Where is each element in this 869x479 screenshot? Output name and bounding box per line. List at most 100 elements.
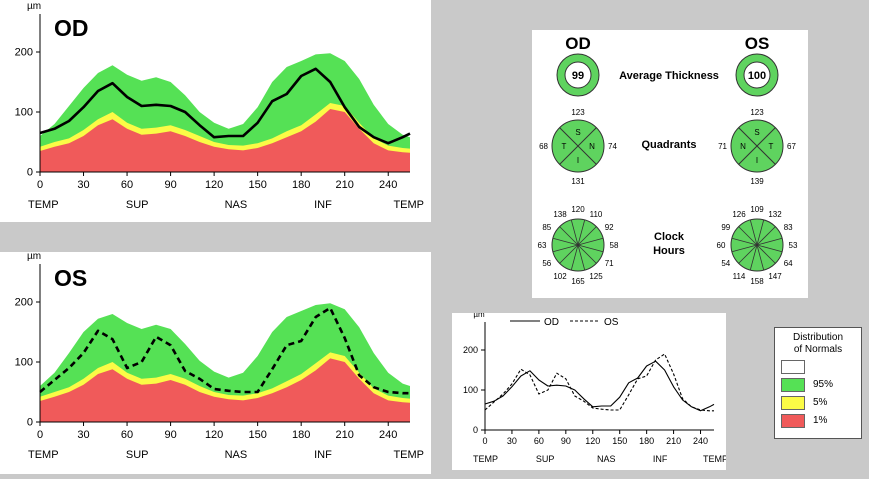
compare-chart: OD OS 0 100 200 0 30 60 90 120 150 180 210 240 TEMP SUP… <box>463 310 728 464</box>
clock-divider <box>552 237 579 246</box>
region-label: INF <box>314 199 332 211</box>
clock-divider <box>756 244 765 271</box>
region-label: TEMP <box>703 454 726 464</box>
region-label: INF <box>314 449 332 461</box>
legend-swatch-red <box>781 414 805 428</box>
clock-hour-value: 138 <box>553 210 567 219</box>
legend-swatch-yellow <box>781 396 805 410</box>
od-chart: 0 100 200 0 30 60 90 120 150 180 210 240 TEMP SUP NAS I… <box>15 1 424 211</box>
region-label: TEMP <box>393 449 424 461</box>
x-tick-label: 0 <box>37 179 43 191</box>
clock-hour-value: 60 <box>717 241 726 250</box>
clock-divider <box>731 244 758 253</box>
od-thickness-line <box>39 67 411 145</box>
legend-os-label: OS <box>604 317 619 328</box>
clock-divider <box>577 244 604 253</box>
clock-hour-value: 126 <box>732 210 746 219</box>
distribution-legend: Distribution of Normals 95% 5% 1% <box>774 327 862 439</box>
os-chart-panel: 0 100 200 0 30 60 90 120 150 180 210 240 TEMP SUP NAS I… <box>0 251 431 474</box>
quadrant-letter-right: N <box>589 142 595 151</box>
legend-row-1: 1% <box>781 414 861 428</box>
y-axis-unit: µm <box>27 252 41 262</box>
region-label: NAS <box>225 449 248 461</box>
clock-divider <box>570 219 579 246</box>
clock-divider <box>577 226 597 246</box>
clock-divider <box>756 237 783 246</box>
y-tick-label: 100 <box>463 385 478 395</box>
x-tick-label: 120 <box>585 436 600 446</box>
clock-hours-label-2: Hours <box>653 245 685 257</box>
x-tick-label: 180 <box>292 179 310 191</box>
clock-divider <box>756 226 776 246</box>
x-tick-label: 180 <box>639 436 654 446</box>
eye-title: OS <box>54 265 87 291</box>
x-tick-label: 210 <box>336 429 354 441</box>
od-chart-panel: 0 100 200 0 30 60 90 120 150 180 210 240 TEMP SUP NAS I… <box>0 0 431 222</box>
clock-hour-value: 132 <box>768 210 782 219</box>
compare-chart-panel: OD OS 0 100 200 0 30 60 90 120 150 180 210 240 TEMP SUP… <box>452 310 728 470</box>
clock-hour-value: 109 <box>750 205 764 214</box>
x-tick-label: 240 <box>379 429 397 441</box>
y-tick-label: 0 <box>27 167 33 179</box>
quadrant-value-bottom: 139 <box>750 177 764 186</box>
x-tick-label: 30 <box>507 436 517 446</box>
quadrant-letter-top: S <box>754 128 759 137</box>
clock-divider <box>577 219 586 246</box>
legend-row-95: 95% <box>781 378 861 392</box>
y-tick-label: 100 <box>15 357 33 369</box>
quadrant-letter-top: S <box>575 128 580 137</box>
y-tick-label: 100 <box>15 107 33 119</box>
legend-label-1: 1% <box>813 415 828 426</box>
legend-swatch-white <box>781 360 805 374</box>
x-tick-label: 180 <box>292 429 310 441</box>
legend-swatch-green <box>781 378 805 392</box>
region-label: SUP <box>126 199 149 211</box>
band-1-area <box>40 109 410 172</box>
os-average-center <box>743 61 771 89</box>
x-tick-label: 240 <box>693 436 708 446</box>
region-label: NAS <box>597 454 616 464</box>
x-tick-label: 120 <box>205 179 223 191</box>
x-tick-label: 120 <box>205 429 223 441</box>
clock-hour-value: 85 <box>542 223 551 232</box>
quadrant-letter-left: N <box>740 142 746 151</box>
region-label: NAS <box>225 199 248 211</box>
clock-divider <box>756 219 765 246</box>
legend-label-5: 5% <box>813 397 828 408</box>
os-chart: 0 100 200 0 30 60 90 120 150 180 210 240 TEMP SUP NAS I… <box>15 251 424 461</box>
clock-hour-value: 58 <box>610 241 619 250</box>
quadrants-label: Quadrants <box>641 139 696 151</box>
x-tick-label: 150 <box>248 429 266 441</box>
clock-divider <box>749 219 758 246</box>
clock-hour-value: 92 <box>605 223 614 232</box>
band-1-area <box>40 358 410 422</box>
x-tick-label: 90 <box>164 179 176 191</box>
clock-hour-value: 71 <box>605 259 614 268</box>
region-label: TEMP <box>28 199 59 211</box>
region-label: TEMP <box>28 449 59 461</box>
clock-divider <box>552 244 579 253</box>
quadrant-value-top: 123 <box>750 108 764 117</box>
clock-hour-value: 125 <box>589 272 603 281</box>
summary-od-label: OD <box>565 34 591 53</box>
y-axis-unit: µm <box>27 1 41 12</box>
clock-hour-value: 120 <box>571 205 585 214</box>
legend-title: Distribution of Normals <box>775 332 861 356</box>
clock-hour-value: 56 <box>542 259 551 268</box>
quadrant-value-bottom: 131 <box>571 177 585 186</box>
od-average-center <box>564 61 592 89</box>
x-tick-label: 30 <box>77 429 89 441</box>
clock-hour-value: 102 <box>553 272 567 281</box>
legend-title-line-1: Distribution <box>792 332 844 343</box>
x-tick-label: 0 <box>482 436 487 446</box>
clock-hour-value: 63 <box>538 241 547 250</box>
legend-od-label: OD <box>544 317 559 328</box>
y-tick-label: 0 <box>473 425 478 435</box>
x-tick-label: 210 <box>666 436 681 446</box>
clock-hour-value: 99 <box>721 223 730 232</box>
quadrant-divider <box>738 127 776 165</box>
region-label: SUP <box>126 449 149 461</box>
x-tick-label: 90 <box>561 436 571 446</box>
y-tick-label: 200 <box>15 297 33 309</box>
clock-hour-value: 110 <box>590 210 603 219</box>
